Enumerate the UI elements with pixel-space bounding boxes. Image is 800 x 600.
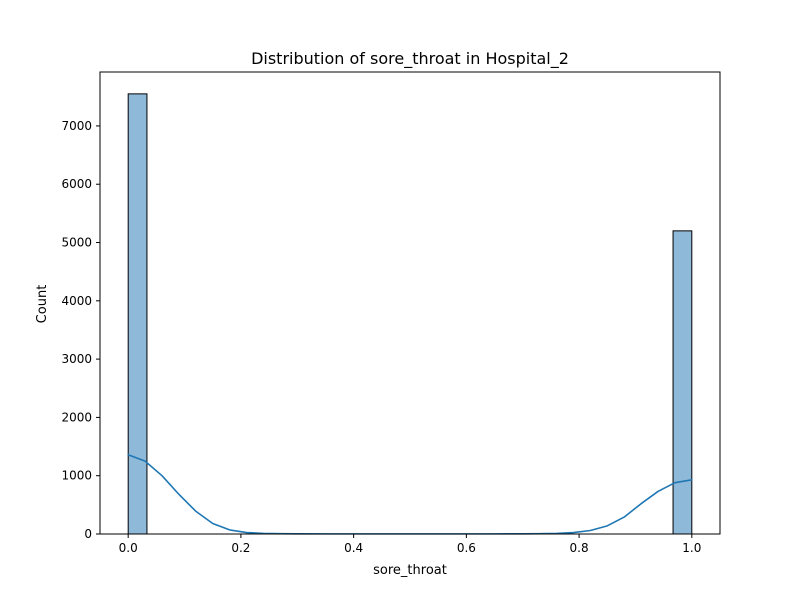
x-axis-label: sore_throat (373, 563, 447, 578)
x-tick-label: 0.2 (231, 541, 250, 555)
y-tick-label: 0 (84, 527, 92, 541)
y-tick-label: 3000 (61, 352, 92, 366)
y-tick-label: 6000 (61, 177, 92, 191)
plot-frame (99, 71, 721, 535)
x-tick-label: 0.8 (570, 541, 589, 555)
kde-line (127, 453, 693, 535)
y-tick-label: 4000 (61, 294, 92, 308)
plot-area: 0.0 0.2 0.4 0.6 0.8 1.0 0 1000 2000 3000 4000 5000 6… (61, 71, 721, 555)
histogram-bar-1 (672, 230, 693, 535)
x-tick-label: 0.4 (344, 541, 363, 555)
x-tick-label: 1.0 (682, 541, 701, 555)
y-tick-label: 5000 (61, 236, 92, 250)
y-tick-label: 1000 (61, 469, 92, 483)
x-tick-label: 0.6 (457, 541, 476, 555)
y-tick-label: 7000 (61, 119, 92, 133)
y-axis-label: Count (35, 285, 50, 324)
histogram-bar-0 (127, 93, 148, 535)
chart-title: Distribution of sore_throat in Hospital_… (251, 49, 569, 69)
x-tick-label: 0.0 (119, 541, 138, 555)
y-tick-label: 2000 (61, 410, 92, 424)
